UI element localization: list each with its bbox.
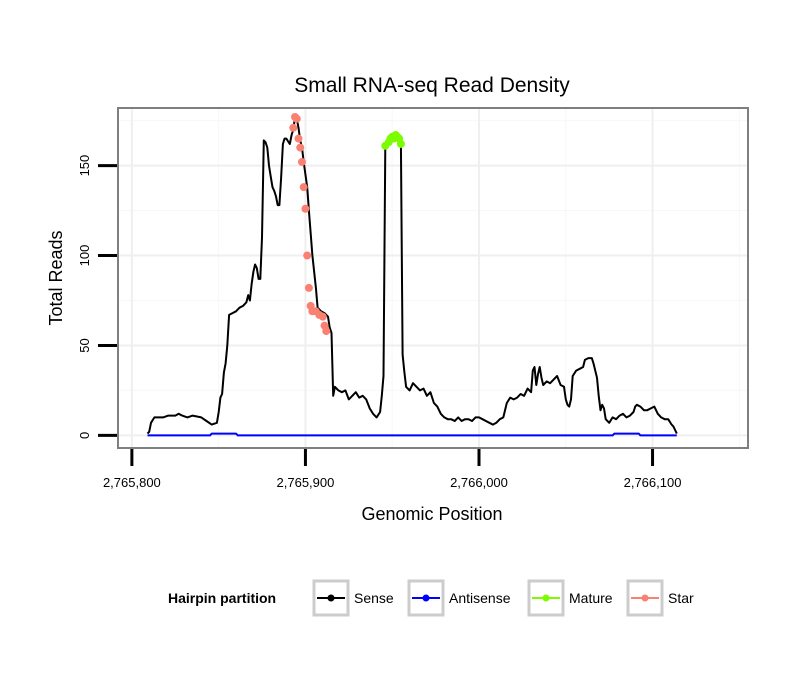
series-line-antisense (147, 432, 677, 437)
point-star (289, 123, 298, 132)
legend-item-star: Star (626, 579, 694, 617)
plot-border (117, 107, 749, 449)
point-star (294, 134, 303, 143)
legend-key-point (641, 594, 649, 602)
grid-major (118, 108, 748, 448)
point-star (297, 157, 306, 166)
y-axis-title: Total Reads (46, 230, 66, 325)
x-tick-label: 2,765,800 (103, 475, 161, 490)
x-axis: 2,765,800 2,765,900 2,766,000 2,766,100 (103, 449, 682, 490)
x-tick-label: 2,766,100 (624, 475, 682, 490)
plot-area (117, 107, 749, 449)
series-line-sense (146, 116, 678, 435)
point-mature (396, 139, 405, 148)
legend-item-mature: Mature (527, 579, 613, 617)
legend-label: Mature (569, 590, 613, 606)
point-star (322, 327, 331, 336)
legend-item-sense: Sense (312, 579, 394, 617)
legend-key-point (327, 594, 335, 602)
y-axis: 0 50 100 150 (77, 155, 117, 439)
chart-title: Small RNA-seq Read Density (294, 74, 570, 97)
y-tick-label: 50 (77, 338, 92, 352)
legend-item-antisense: Antisense (407, 579, 511, 617)
y-tick-label: 0 (77, 432, 92, 439)
legend-title: Hairpin partition (168, 590, 276, 606)
legend-items: Sense Antisense Mature Star (312, 579, 694, 617)
legend-key-point (422, 594, 430, 602)
legend: Hairpin partition Sense Antisense Mature St… (168, 579, 694, 617)
point-star (299, 183, 308, 192)
point-star (296, 143, 305, 152)
legend-key-point (542, 594, 550, 602)
point-star (301, 204, 310, 213)
point-star (318, 312, 327, 321)
series-layer (146, 112, 678, 437)
legend-label: Sense (354, 590, 394, 606)
x-axis-title: Genomic Position (361, 504, 502, 524)
x-tick-label: 2,766,000 (450, 475, 508, 490)
point-star (304, 283, 313, 292)
legend-label: Antisense (449, 590, 511, 606)
point-star (303, 251, 312, 260)
legend-label: Star (668, 590, 694, 606)
y-tick-label: 150 (77, 155, 92, 177)
x-tick-label: 2,765,900 (277, 475, 335, 490)
y-tick-label: 100 (77, 245, 92, 267)
point-star (292, 114, 301, 123)
